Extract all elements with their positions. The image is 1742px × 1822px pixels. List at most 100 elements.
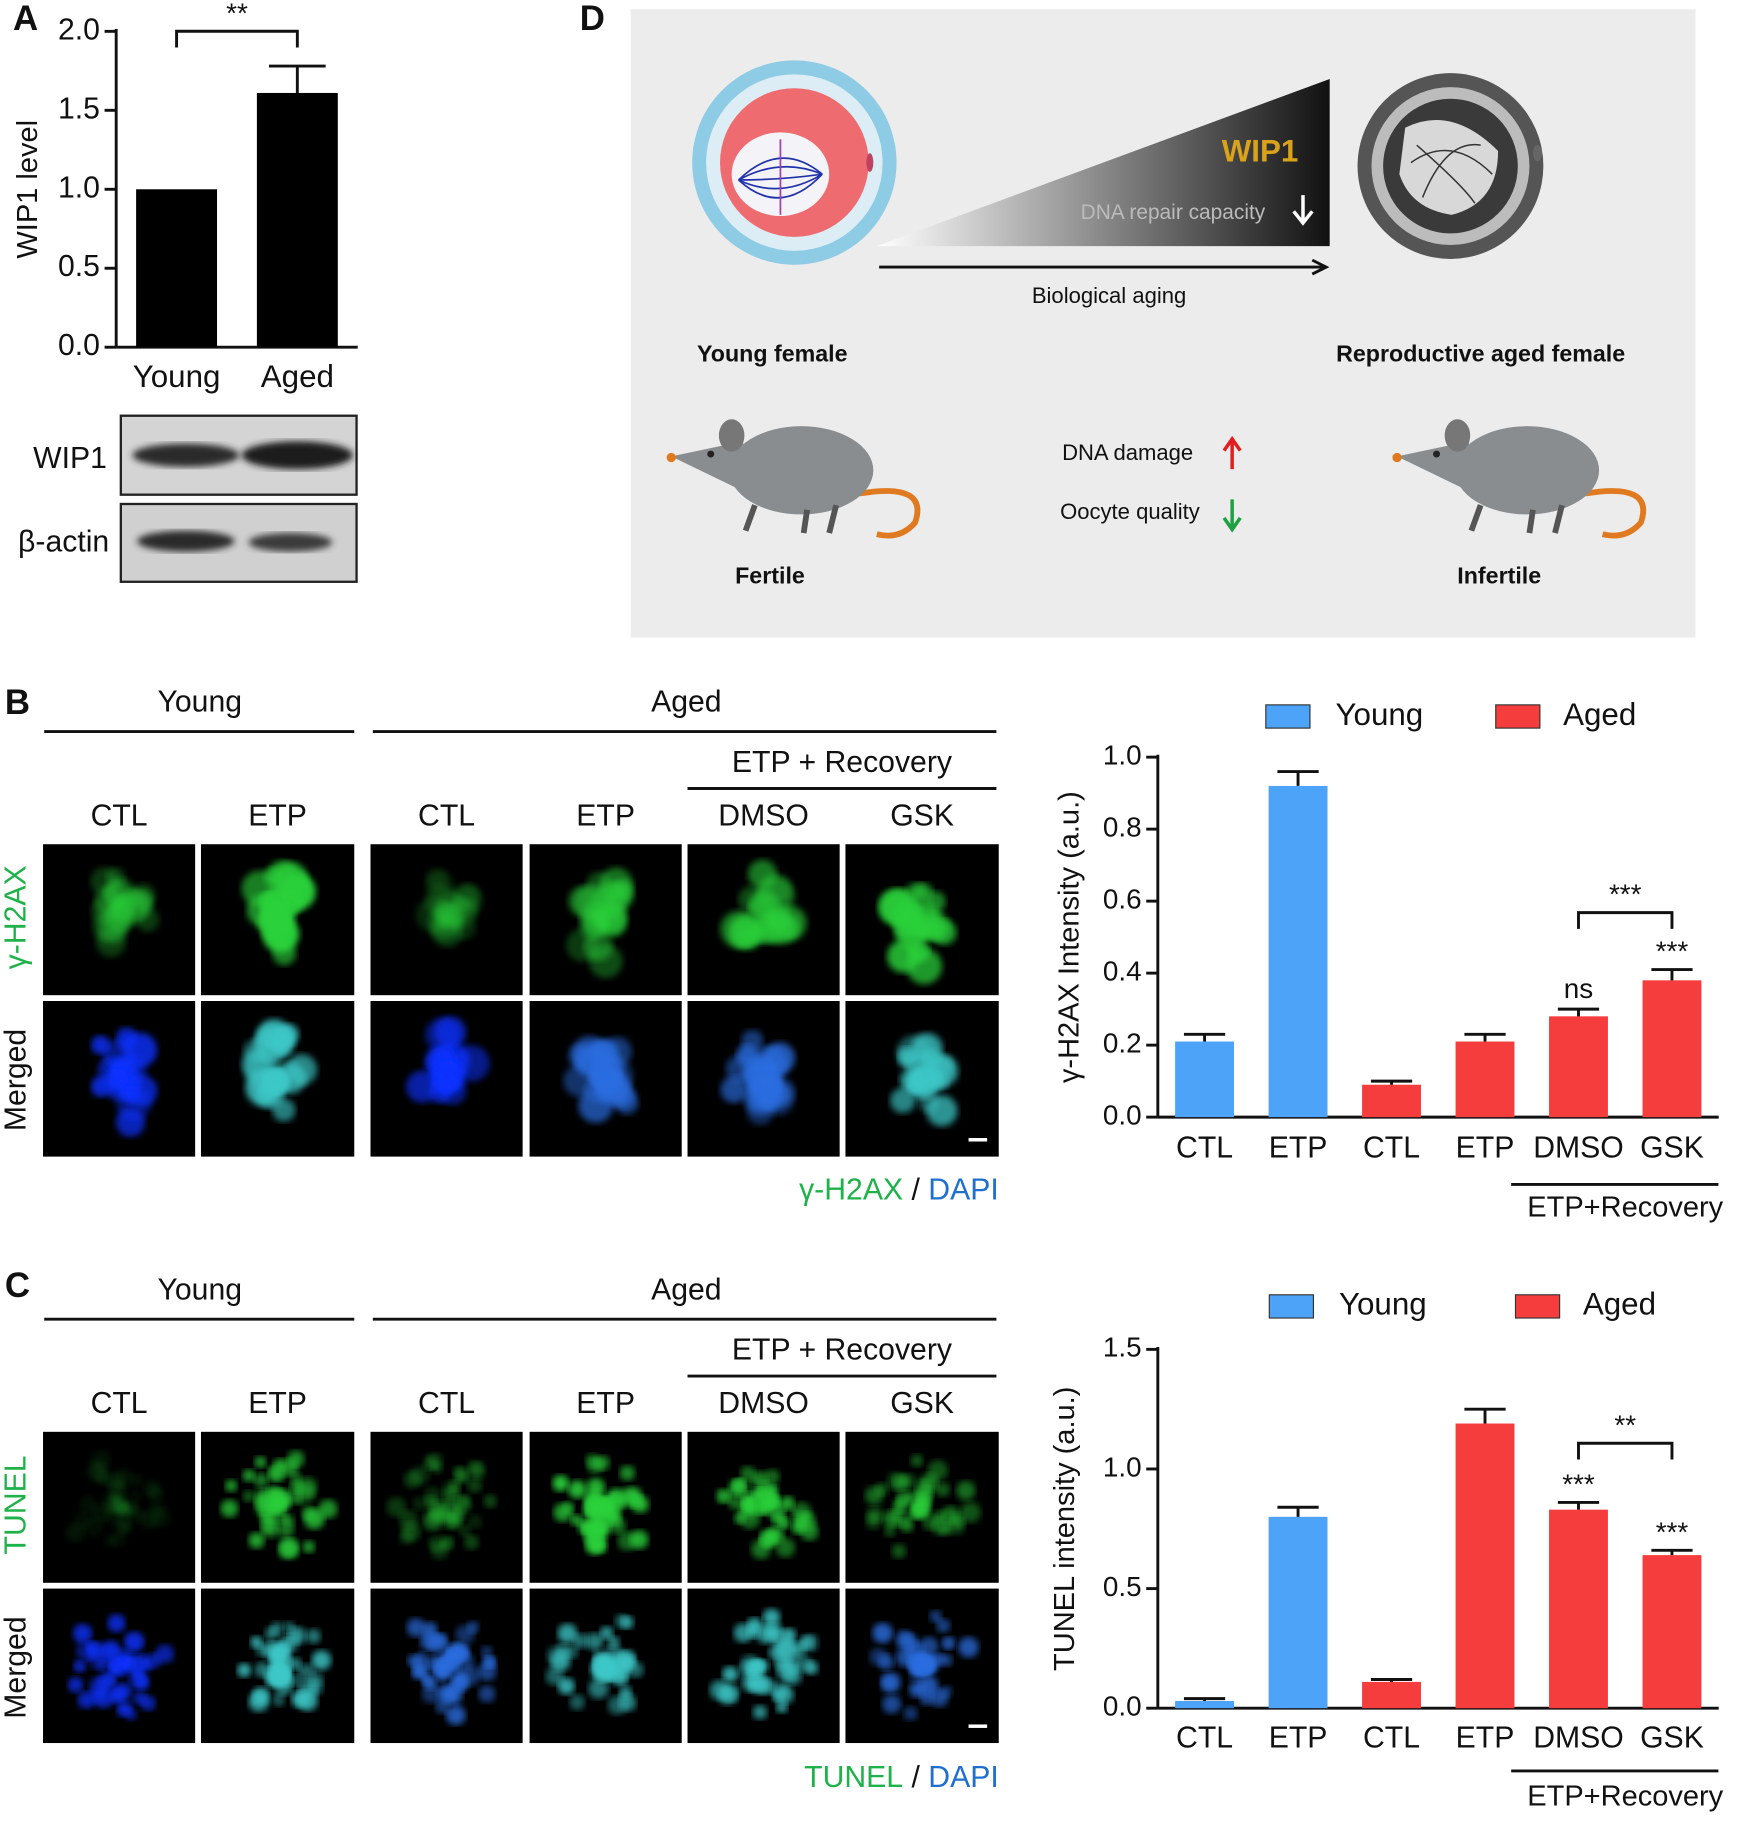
blob [740, 1466, 756, 1482]
blob [248, 1532, 265, 1549]
blob [899, 1069, 921, 1091]
blob [599, 1626, 614, 1640]
blob [302, 1540, 316, 1554]
blob [455, 1645, 471, 1661]
blob [890, 1087, 916, 1114]
error-bar [1464, 1032, 1506, 1042]
micrograph [43, 844, 196, 996]
mouse [1392, 419, 1647, 539]
bracket-label: ** [226, 0, 248, 28]
error-bar [1651, 968, 1693, 981]
blob [263, 1069, 289, 1095]
y-tick-label: 0.0 [1103, 1099, 1142, 1130]
blob [919, 1636, 939, 1656]
blob [272, 941, 297, 966]
legend-swatch [1268, 1294, 1315, 1319]
column-label: CTL [91, 1387, 148, 1420]
blob [288, 1657, 302, 1671]
blob [279, 1538, 299, 1557]
blob [412, 1496, 427, 1511]
x-tick-label: Aged [261, 359, 334, 394]
blob [569, 1694, 585, 1710]
blob [884, 1524, 896, 1537]
bracket-label: *** [1609, 879, 1642, 910]
axis-label: Biological aging [1032, 283, 1186, 308]
micrograph [370, 844, 523, 996]
blob [799, 1635, 815, 1651]
blob [715, 1488, 731, 1504]
blob [895, 1629, 913, 1648]
bar [1455, 1423, 1515, 1709]
mouse-ear [718, 419, 745, 452]
bar [1362, 1084, 1421, 1118]
effect-label: DNA damage [1062, 440, 1193, 465]
blob [308, 1680, 324, 1695]
x-tick-label: GSK [1640, 1132, 1704, 1165]
blob [737, 927, 758, 947]
blob [138, 1510, 158, 1531]
blob [86, 1652, 104, 1669]
blob [718, 1685, 737, 1705]
blob [254, 1456, 267, 1469]
y-tick-label: 1.0 [1103, 1451, 1142, 1482]
blob [781, 1628, 797, 1643]
blob [741, 1029, 764, 1052]
blob [272, 1693, 285, 1707]
x-tick-label: GSK [1640, 1722, 1704, 1755]
blob [768, 1646, 782, 1660]
y-tick-label: 0.5 [1103, 1571, 1142, 1602]
blob [912, 1498, 932, 1517]
blob [73, 1659, 87, 1673]
row-label: TUNEL [0, 1455, 32, 1554]
blob [406, 1618, 426, 1637]
y-tick-label: 1.0 [1103, 739, 1142, 770]
blob [127, 1670, 147, 1689]
error-bar [1557, 1007, 1600, 1017]
mouse-tail [1584, 488, 1647, 539]
blob [607, 1636, 620, 1649]
row-label: Merged [0, 1029, 32, 1131]
blob [586, 1478, 605, 1497]
column-label: ETP [248, 799, 307, 832]
bracket-label: ** [1614, 1409, 1636, 1440]
blob [478, 1685, 496, 1703]
blob [467, 1477, 483, 1493]
column-label: ETP [576, 1387, 635, 1420]
blob [550, 1651, 571, 1672]
blob [887, 1472, 906, 1491]
panel-label: B [5, 683, 30, 722]
blob [881, 1675, 897, 1691]
blob [270, 1621, 284, 1635]
error-bar [1277, 1505, 1319, 1517]
micrograph [43, 1431, 196, 1583]
blob [589, 1060, 621, 1093]
error-bar [1370, 1678, 1413, 1682]
blob [939, 1522, 953, 1536]
blob [791, 1519, 806, 1535]
bar [1175, 1701, 1235, 1709]
column-label: ETP [576, 799, 635, 832]
blob [145, 1652, 162, 1669]
blob [143, 1479, 162, 1498]
y-tick-label: 0.4 [1103, 955, 1142, 986]
blob [434, 1016, 467, 1049]
micrograph [200, 1588, 355, 1744]
blob [959, 1501, 981, 1523]
blob [124, 1631, 145, 1652]
blob [306, 1628, 321, 1644]
mouse-head [1397, 441, 1470, 492]
legend-label: Aged [1563, 697, 1636, 732]
blob [602, 1669, 615, 1682]
y-tick-label: 0.2 [1103, 1027, 1142, 1058]
micrograph [845, 1000, 999, 1157]
column-label: DMSO [718, 799, 809, 832]
blob [741, 1491, 758, 1509]
mouse-body [1455, 426, 1600, 515]
blob [757, 1487, 777, 1508]
blob [922, 1514, 938, 1531]
bar [1362, 1681, 1421, 1709]
blob [585, 1453, 600, 1468]
bracket [1577, 911, 1674, 929]
blob [583, 931, 613, 961]
blob [784, 1655, 802, 1673]
